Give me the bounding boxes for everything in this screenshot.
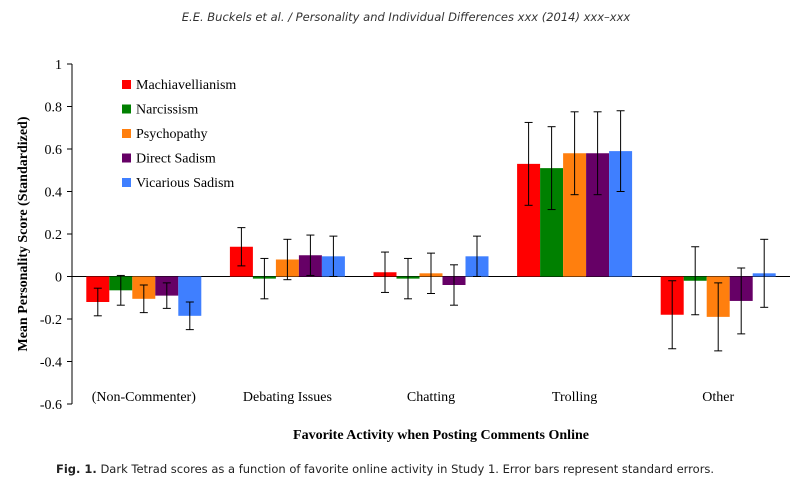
legend-label: Machiavellianism [136, 78, 236, 93]
y-tick-label: 0.4 [45, 186, 63, 201]
legend-label: Direct Sadism [136, 152, 216, 167]
bar-psychopathy [563, 153, 587, 277]
caption-text: Dark Tetrad scores as a function of favo… [100, 462, 715, 476]
y-tick-label: 0 [55, 271, 62, 286]
bar-machiavellianism [517, 163, 541, 277]
x-category-label: (Non-Commenter) [92, 390, 197, 405]
figure-caption: Fig. 1. Dark Tetrad scores as a function… [56, 462, 796, 476]
y-tick-label: 1 [55, 58, 62, 73]
legend-swatch [122, 80, 131, 89]
legend-label: Narcissism [136, 103, 198, 118]
legend-swatch [122, 129, 131, 138]
y-tick-label: -0.6 [40, 398, 62, 413]
legend-label: Vicarious Sadism [136, 176, 234, 191]
x-category-label: Trolling [552, 390, 597, 405]
legend-swatch [122, 178, 131, 187]
caption-label: Fig. 1. [56, 462, 97, 476]
x-category-label: Other [702, 390, 734, 405]
y-tick-label: 0.6 [45, 143, 63, 158]
y-tick-label: -0.4 [40, 356, 62, 371]
journal-header: E.E. Buckels et al. / Personality and In… [181, 10, 631, 24]
y-tick-label: 0.8 [45, 101, 63, 116]
y-tick-label: 0.2 [45, 228, 63, 243]
x-axis-title: Favorite Activity when Posting Comments … [293, 428, 589, 443]
bar-narcissism [540, 168, 564, 277]
x-category-label: Debating Issues [243, 390, 332, 405]
bar-vicarious-sadism [609, 151, 633, 277]
bar-direct-sadism [586, 153, 610, 277]
legend-label: Psychopathy [136, 127, 208, 142]
bar-vicarious-sadism [178, 276, 202, 316]
y-axis-title: Mean Personality Score (Standardized) [16, 116, 31, 351]
legend-swatch [122, 104, 131, 114]
legend-swatch [122, 153, 131, 163]
x-category-label: Chatting [407, 390, 455, 405]
y-tick-label: -0.2 [40, 313, 62, 328]
